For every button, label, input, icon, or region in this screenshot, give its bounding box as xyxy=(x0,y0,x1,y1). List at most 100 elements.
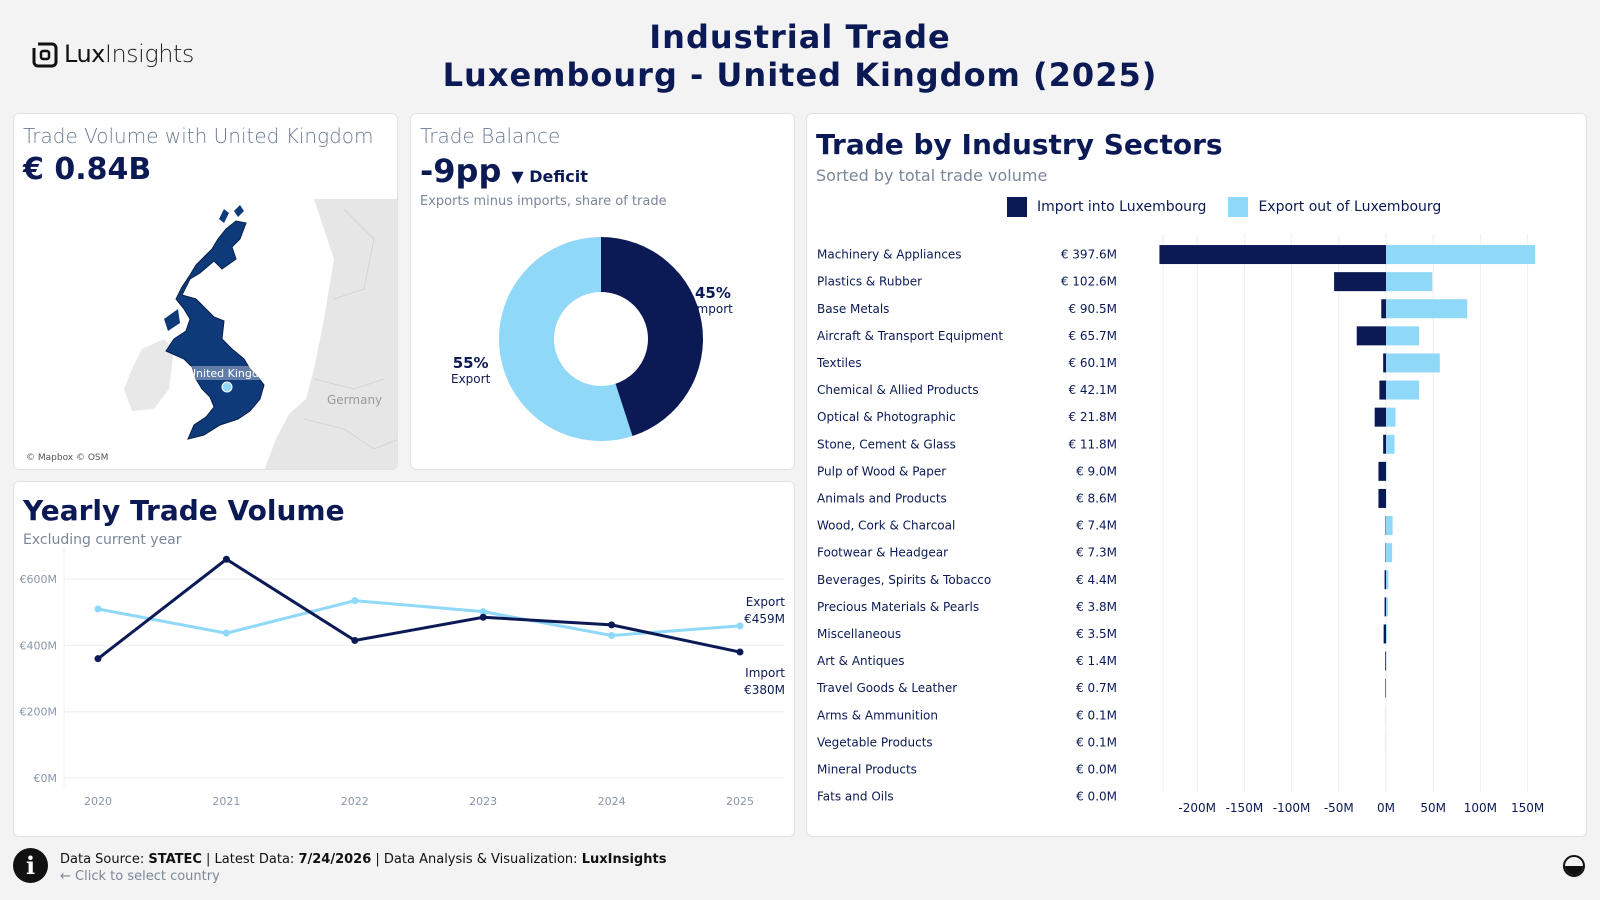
bar-import[interactable] xyxy=(1381,299,1386,319)
bar-export[interactable] xyxy=(1386,407,1396,427)
data-point-export[interactable] xyxy=(94,605,102,613)
series-line-import[interactable] xyxy=(97,557,741,660)
sector-row[interactable]: Footwear & Headgear € 7.3M xyxy=(817,543,1393,563)
bar-import[interactable] xyxy=(1385,651,1386,671)
bar-import[interactable] xyxy=(1383,353,1386,373)
sector-row[interactable]: Base Metals € 90.5M xyxy=(817,299,1468,319)
donut-slice-export[interactable] xyxy=(499,237,633,441)
sector-row[interactable]: Miscellaneous € 3.5M xyxy=(817,624,1387,644)
map-credit[interactable]: © Mapbox © OSM xyxy=(26,453,109,463)
industry-bar-chart: -200M -150M -100M -50M 0M 50M 100M 150M Machiner… xyxy=(816,234,1544,815)
data-point-import[interactable] xyxy=(479,613,487,621)
sector-row[interactable]: Aircraft & Transport Equipment € 65.7M xyxy=(817,326,1420,346)
footer-latest: 7/24/2026 xyxy=(298,852,372,867)
data-point-import[interactable] xyxy=(351,636,359,644)
legend-export[interactable]: Export out of Luxembourg xyxy=(1228,197,1441,217)
sector-total: € 7.3M xyxy=(1076,546,1117,560)
info-icon[interactable]: i xyxy=(13,848,48,883)
bar-import[interactable] xyxy=(1378,488,1386,508)
data-point-import[interactable] xyxy=(736,648,744,656)
deficit-badge: ▼ Deficit xyxy=(511,167,588,186)
legend-import-label: Import into Luxembourg xyxy=(1037,199,1207,215)
bar-export[interactable] xyxy=(1386,624,1387,644)
sector-name: Arms & Ammunition xyxy=(817,708,938,722)
sector-row[interactable]: Machinery & Appliances € 397.6M xyxy=(817,245,1536,265)
sector-name: Footwear & Headgear xyxy=(817,546,948,560)
x-tick-label: -150M xyxy=(1226,801,1264,815)
country-map[interactable]: United Kingdom Germany © Mapbox © OSM xyxy=(14,199,398,470)
bar-export[interactable] xyxy=(1386,245,1536,265)
map-svg[interactable]: United Kingdom Germany xyxy=(14,199,398,470)
data-point-export[interactable] xyxy=(351,597,359,605)
bar-import[interactable] xyxy=(1378,461,1386,481)
bar-import[interactable] xyxy=(1385,678,1386,698)
bar-import[interactable] xyxy=(1374,407,1386,427)
trade-balance-card: Trade Balance -9pp ▼ Deficit Exports min… xyxy=(410,113,795,470)
yearly-subtitle: Excluding current year xyxy=(23,532,182,548)
data-point-export[interactable] xyxy=(479,608,487,616)
sector-row[interactable]: Fats and Oils € 0.0M xyxy=(817,790,1117,804)
bar-import[interactable] xyxy=(1356,326,1386,346)
sector-row[interactable]: Travel Goods & Leather € 0.7M xyxy=(816,678,1387,698)
sector-row[interactable]: Plastics & Rubber € 102.6M xyxy=(817,272,1433,292)
sector-row[interactable]: Wood, Cork & Charcoal € 7.4M xyxy=(817,516,1393,536)
sector-row[interactable]: Textiles € 60.1M xyxy=(816,353,1440,373)
data-point-import[interactable] xyxy=(608,621,616,629)
sector-total: € 65.7M xyxy=(1068,329,1117,343)
yearly-trade-card: €0M €200M €400M €600M 2020 2021 2022 2023 2024 20… xyxy=(13,481,795,837)
map-uk-marker[interactable] xyxy=(221,381,233,393)
bar-import[interactable] xyxy=(1384,570,1386,590)
sector-row[interactable]: Animals and Products € 8.6M xyxy=(817,488,1387,508)
sector-row[interactable]: Optical & Photographic € 21.8M xyxy=(817,407,1396,427)
bar-import[interactable] xyxy=(1159,245,1386,265)
data-point-export[interactable] xyxy=(222,629,230,637)
bar-export[interactable] xyxy=(1386,272,1433,292)
trade-balance-value: -9pp xyxy=(420,152,502,190)
bar-export[interactable] xyxy=(1386,299,1468,319)
sector-row[interactable]: Art & Antiques € 1.4M xyxy=(817,651,1387,671)
map-united-kingdom[interactable] xyxy=(165,220,265,440)
sector-row[interactable]: Mineral Products € 0.0M xyxy=(817,762,1117,776)
sector-name: Optical & Photographic xyxy=(817,410,956,424)
sector-row[interactable]: Vegetable Products € 0.1M xyxy=(817,732,1387,752)
sector-row[interactable]: Arms & Ammunition € 0.1M xyxy=(817,705,1387,725)
bar-export[interactable] xyxy=(1386,353,1440,373)
end-label-export-name: Export xyxy=(746,595,786,609)
bar-import[interactable] xyxy=(1383,624,1386,644)
bar-export[interactable] xyxy=(1386,326,1420,346)
sector-total: € 0.1M xyxy=(1076,708,1117,722)
footer-analysis[interactable]: LuxInsights xyxy=(581,852,667,867)
bar-import[interactable] xyxy=(1379,380,1386,400)
bar-export[interactable] xyxy=(1386,543,1393,563)
sector-row[interactable]: Pulp of Wood & Paper € 9.0M xyxy=(817,461,1387,481)
bar-export[interactable] xyxy=(1386,570,1389,590)
theme-toggle-icon[interactable] xyxy=(1563,855,1585,877)
legend-export-label: Export out of Luxembourg xyxy=(1258,199,1442,215)
sector-total: € 0.1M xyxy=(1076,735,1117,749)
x-tick-label: -100M xyxy=(1273,801,1311,815)
series-line-export[interactable] xyxy=(97,599,741,637)
page-title-line2: Luxembourg - United Kingdom (2025) xyxy=(442,56,1158,94)
bar-export[interactable] xyxy=(1386,434,1395,454)
sector-row[interactable]: Precious Materials & Pearls € 3.8M xyxy=(817,597,1388,617)
sector-total: € 11.8M xyxy=(1068,437,1117,451)
data-point-import[interactable] xyxy=(94,655,102,663)
sector-row[interactable]: Chemical & Allied Products € 42.1M xyxy=(817,380,1420,400)
bar-import[interactable] xyxy=(1334,272,1386,292)
y-tick-label: €600M xyxy=(20,573,58,586)
sector-row[interactable]: Stone, Cement & Glass € 11.8M xyxy=(817,434,1395,454)
legend-import[interactable]: Import into Luxembourg xyxy=(1007,197,1206,217)
data-point-export[interactable] xyxy=(608,631,616,639)
bar-import[interactable] xyxy=(1383,434,1386,454)
luxinsights-logo[interactable]: LuxInsights xyxy=(32,40,194,68)
bar-export[interactable] xyxy=(1386,516,1393,536)
bar-import[interactable] xyxy=(1384,597,1386,617)
data-point-import[interactable] xyxy=(222,555,230,563)
data-point-export[interactable] xyxy=(736,622,744,630)
sector-row[interactable]: Beverages, Spirits & Tobacco € 4.4M xyxy=(817,570,1389,590)
bar-export[interactable] xyxy=(1386,380,1420,400)
bar-export[interactable] xyxy=(1386,597,1388,617)
yearly-title: Yearly Trade Volume xyxy=(23,494,345,527)
donut-slice-import[interactable] xyxy=(601,237,704,437)
sector-total: € 0.0M xyxy=(1076,790,1117,804)
